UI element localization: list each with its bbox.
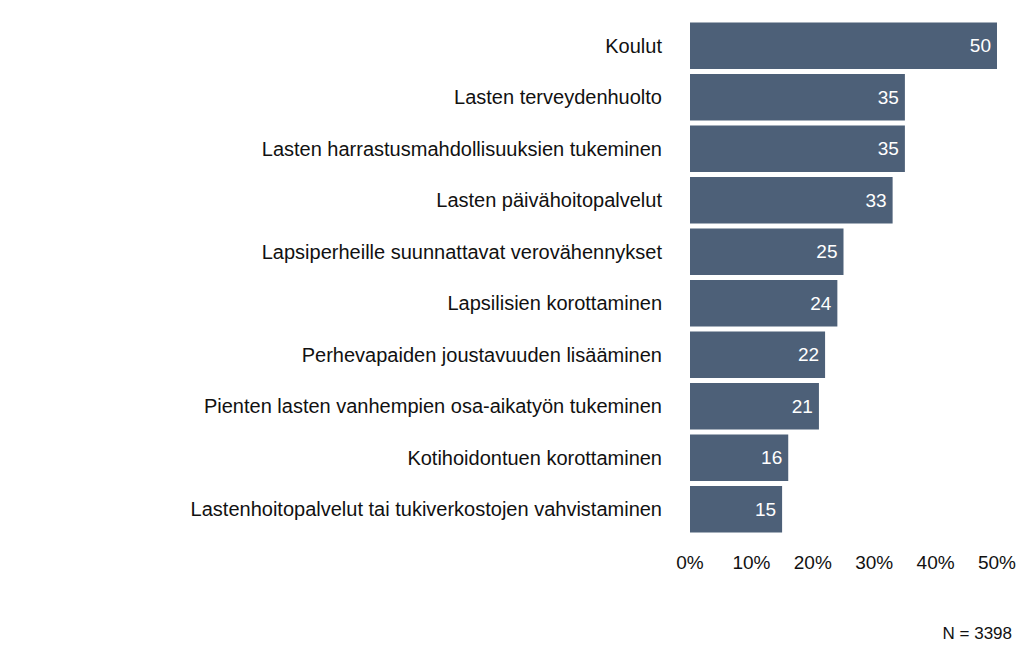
svg-text:N = 3398: N = 3398 [943, 624, 1012, 643]
svg-text:Lasten terveydenhuolto: Lasten terveydenhuolto [454, 86, 662, 108]
svg-text:33: 33 [865, 190, 886, 211]
svg-text:0%: 0% [676, 552, 704, 573]
svg-text:35: 35 [878, 138, 899, 159]
svg-text:50: 50 [970, 35, 991, 56]
svg-text:Lasten harrastusmahdollisuuksi: Lasten harrastusmahdollisuuksien tukemin… [262, 138, 662, 160]
svg-text:Lastenhoitopalvelut tai tukive: Lastenhoitopalvelut tai tukiverkostojen … [191, 498, 662, 520]
svg-text:25: 25 [816, 241, 837, 262]
svg-text:10%: 10% [732, 552, 770, 573]
svg-text:Koulut: Koulut [605, 35, 662, 57]
svg-text:Perhevapaiden joustavuuden lis: Perhevapaiden joustavuuden lisääminen [302, 344, 662, 366]
svg-text:Kotihoidontuen korottaminen: Kotihoidontuen korottaminen [407, 447, 662, 469]
svg-text:40%: 40% [917, 552, 955, 573]
svg-text:22: 22 [798, 344, 819, 365]
svg-text:16: 16 [761, 447, 782, 468]
svg-text:Lapsiperheille suunnattavat ve: Lapsiperheille suunnattavat verovähennyk… [262, 241, 663, 263]
svg-text:21: 21 [792, 396, 813, 417]
svg-text:Pienten lasten vanhempien osa-: Pienten lasten vanhempien osa-aikatyön t… [204, 395, 662, 417]
svg-text:20%: 20% [794, 552, 832, 573]
svg-text:Lapsilisien korottaminen: Lapsilisien korottaminen [447, 292, 662, 314]
svg-text:35: 35 [878, 87, 899, 108]
svg-text:Lasten päivähoitopalvelut: Lasten päivähoitopalvelut [436, 189, 662, 211]
svg-text:50%: 50% [978, 552, 1016, 573]
svg-text:15: 15 [755, 499, 776, 520]
svg-text:30%: 30% [855, 552, 893, 573]
svg-text:24: 24 [810, 293, 832, 314]
